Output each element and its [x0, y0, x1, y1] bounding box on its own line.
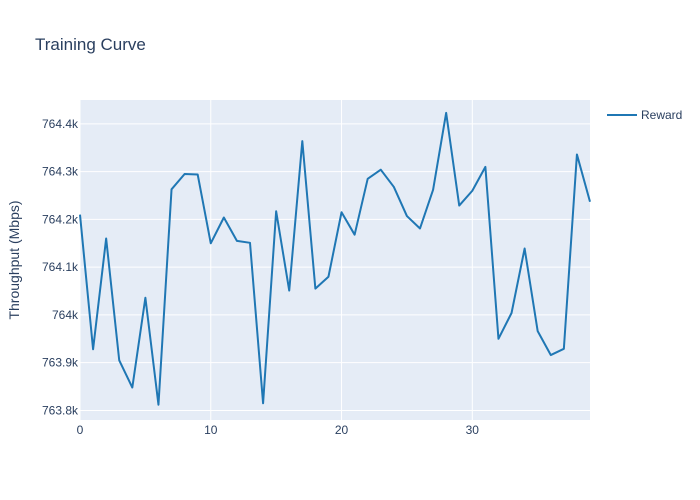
- y-tick-label: 764.4k: [42, 117, 79, 131]
- y-tick-label: 764.2k: [42, 212, 79, 226]
- series-line-reward[interactable]: [79, 111, 591, 406]
- y-axis-label: Throughput (Mbps): [6, 200, 22, 319]
- grid-lines: [79, 100, 590, 420]
- chart-title: Training Curve: [35, 35, 146, 54]
- x-tick-label: 0: [77, 423, 84, 437]
- y-tick-label: 764.1k: [42, 260, 79, 274]
- axis-ticks: 763.8k 763.9k 764k 764.1k 764.2k 764.3k 764.4k…: [42, 117, 479, 437]
- legend-label-reward: Reward: [641, 108, 682, 122]
- legend[interactable]: Reward: [607, 108, 682, 122]
- y-tick-label: 764k: [52, 308, 79, 322]
- y-tick-label: 763.9k: [42, 356, 79, 370]
- series-layer: [79, 111, 591, 406]
- y-tick-label: 763.8k: [42, 403, 79, 417]
- x-tick-label: 20: [335, 423, 349, 437]
- plot-area: [80, 100, 590, 420]
- y-tick-label: 764.3k: [42, 165, 79, 179]
- x-tick-label: 30: [466, 423, 480, 437]
- x-tick-label: 10: [204, 423, 218, 437]
